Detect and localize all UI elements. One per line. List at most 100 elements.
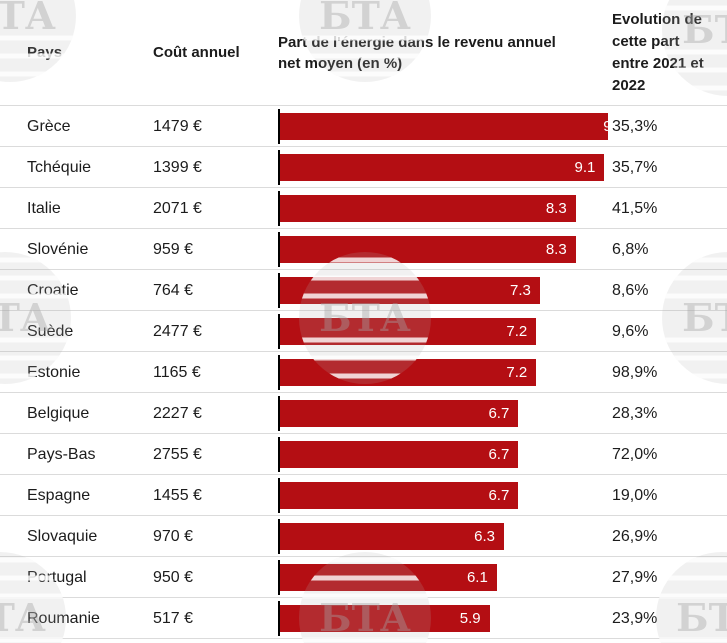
annual-cost-value: 2071 € (153, 199, 202, 217)
energy-share-bar: 6.7 (278, 441, 519, 468)
country-label: Suède (0, 323, 153, 341)
bar-axis-tick (278, 478, 280, 513)
bar-value-label: 9.9 (603, 118, 608, 135)
energy-share-bar: 7.3 (278, 277, 540, 304)
header-energy-share: Part de l'énergie dans le revenu annuel … (278, 33, 556, 72)
bar-axis-tick (278, 273, 280, 308)
evolution-value: 27,9% (612, 568, 658, 586)
bar-axis-tick (278, 150, 280, 185)
table-row: Croatie 764 € 7.3 8,6% (0, 270, 727, 311)
energy-share-bar: 8.3 (278, 236, 576, 263)
bar-axis-tick (278, 396, 280, 431)
table-row: Suède 2477 € 7.2 9,6% (0, 311, 727, 352)
energy-share-bar: 6.7 (278, 482, 519, 509)
annual-cost-value: 2227 € (153, 404, 202, 422)
evolution-value: 35,3% (612, 117, 658, 135)
country-label: Slovénie (27, 240, 89, 258)
annual-cost-value: 517 € (153, 609, 194, 627)
bar-value-label: 6.7 (488, 405, 510, 422)
header-evolution: Evolution de cette part entre 2021 et 20… (612, 10, 704, 94)
bar-value-label: 6.3 (474, 528, 495, 545)
bar-axis-tick (278, 191, 280, 226)
header-country: Pays (27, 44, 63, 61)
bar-value-label: 6.7 (488, 487, 510, 504)
country-label: Roumanie (27, 609, 100, 627)
table-row: Espagne 1455 € 6.7 19,0% (0, 475, 727, 516)
table-row: Portugal 950 € 6.1 27,9% (0, 557, 727, 598)
energy-share-bar: 6.1 (278, 564, 497, 591)
bar-axis-tick (278, 601, 280, 636)
evolution-value: 9,6% (612, 322, 649, 340)
bar-value-label: 7.2 (506, 323, 528, 340)
energy-share-bar: 6.7 (278, 400, 519, 427)
bar-value-label: 7.3 (509, 282, 531, 299)
evolution-value: 19,0% (612, 486, 658, 504)
energy-share-bar: 9.1 (278, 154, 605, 181)
annual-cost-value: 764 € (153, 281, 194, 299)
evolution-value: 8,6% (612, 281, 649, 299)
table-row: Slovénie 959 € 8.3 6,8% (0, 229, 727, 270)
bar-value-label: 6.7 (488, 446, 510, 463)
energy-share-bar: 5.9 (278, 605, 490, 632)
energy-share-bar: 8.3 (278, 195, 576, 222)
table-row: Roumanie 517 € 5.9 23,9% (0, 598, 727, 639)
country-label: Pays-Bas (27, 445, 96, 463)
energy-share-bar: 7.2 (278, 318, 537, 345)
country-label: Portugal (27, 568, 87, 586)
bar-axis-tick (278, 109, 280, 144)
bar-cell: 6.7 (278, 393, 608, 434)
annual-cost-value: 970 € (153, 527, 194, 545)
table-header: Pays Coût annuel Part de l'énergie dans … (0, 0, 727, 106)
bar-value-label: 7.2 (506, 364, 528, 381)
energy-share-bar: 6.3 (278, 523, 504, 550)
table-row: Grèce 1479 € 9.9 35,3% (0, 106, 727, 147)
bar-cell: 7.2 (278, 352, 608, 393)
bar-cell: 8.3 (278, 188, 608, 229)
energy-share-bar: 9.9 (278, 113, 608, 140)
country-label: Slovaquie (27, 527, 98, 545)
bar-axis-tick (278, 232, 280, 267)
country-label: Espagne (27, 486, 91, 504)
evolution-value: 98,9% (612, 363, 658, 381)
bar-axis-tick (278, 519, 280, 554)
bar-cell: 6.7 (278, 475, 608, 516)
bar-cell: 6.1 (278, 557, 608, 598)
evolution-value: 26,9% (612, 527, 658, 545)
annual-cost-value: 2477 € (153, 322, 202, 340)
bar-cell: 9.1 (278, 147, 608, 188)
bar-cell: 6.7 (278, 434, 608, 475)
evolution-value: 72,0% (612, 445, 658, 463)
annual-cost-value: 1479 € (153, 117, 202, 135)
bar-value-label: 9.1 (574, 159, 596, 176)
evolution-value: 23,9% (612, 609, 658, 627)
header-annual-cost: Coût annuel (153, 44, 240, 61)
bar-axis-tick (278, 314, 280, 349)
table-row: Belgique 2227 € 6.7 28,3% (0, 393, 727, 434)
country-label: Estonie (27, 363, 81, 381)
energy-share-bar: 7.2 (278, 359, 537, 386)
bar-cell: 9.9 (278, 106, 608, 147)
bar-value-label: 6.1 (466, 569, 488, 586)
bar-value-label: 8.3 (545, 241, 567, 258)
country-label: Belgique (27, 404, 90, 422)
bar-axis-tick (278, 355, 280, 390)
annual-cost-value: 950 € (153, 568, 194, 586)
bar-value-label: 5.9 (459, 610, 481, 627)
annual-cost-value: 2755 € (153, 445, 202, 463)
bar-cell: 6.3 (278, 516, 608, 557)
bar-axis-tick (278, 437, 280, 472)
table-row: Pays-Bas 2755 € 6.7 72,0% (0, 434, 727, 475)
table-body: Grèce 1479 € 9.9 35,3% Tchéquie 1399 € 9… (0, 106, 727, 639)
annual-cost-value: 959 € (153, 240, 194, 258)
table-row: Italie 2071 € 8.3 41,5% (0, 188, 727, 229)
bar-cell: 7.3 (278, 270, 608, 311)
bar-value-label: 8.3 (545, 200, 567, 217)
bar-cell: 8.3 (278, 229, 608, 270)
evolution-value: 6,8% (612, 240, 649, 258)
annual-cost-value: 1455 € (153, 486, 202, 504)
evolution-value: 35,7% (612, 158, 658, 176)
evolution-value: 28,3% (612, 404, 658, 422)
table-row: Tchéquie 1399 € 9.1 35,7% (0, 147, 727, 188)
bar-cell: 7.2 (278, 311, 608, 352)
bar-cell: 5.9 (278, 598, 608, 639)
